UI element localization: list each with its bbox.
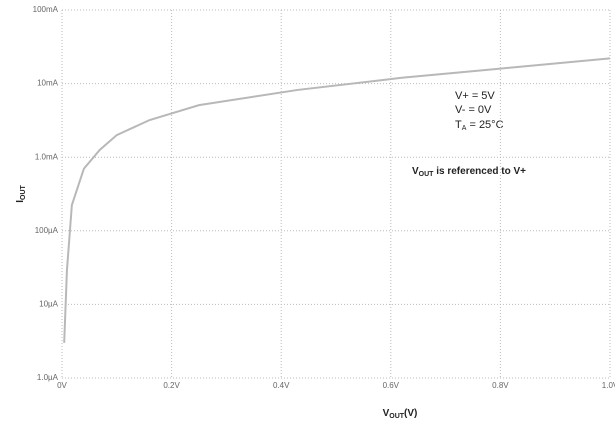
x-axis-label: VOUT(V) [383, 408, 418, 420]
y-tick-label: 1.0mA [35, 152, 59, 161]
series-line [63, 57, 611, 343]
y-tick-label: 100µA [35, 226, 59, 235]
x-tick-label: 0V [57, 381, 67, 390]
x-tick-label: 0.6V [383, 381, 400, 390]
annotation: VOUT is referenced to V+ [412, 166, 526, 178]
y-axis-label: IOUT [15, 185, 27, 203]
y-tick-label: 100mA [33, 5, 59, 14]
x-tick-label: 1.0V [602, 381, 615, 390]
x-tick-label: 0.4V [273, 381, 290, 390]
annotation: V- = 0V [455, 104, 492, 116]
y-tick-label: 1.0µA [37, 373, 59, 382]
x-tick-label: 0.8V [492, 381, 509, 390]
annotation: V+ = 5V [455, 90, 495, 102]
y-tick-label: 10µA [39, 300, 59, 309]
annotation: TA = 25°C [455, 119, 504, 132]
x-tick-label: 0.2V [163, 381, 180, 390]
y-tick-label: 10mA [37, 79, 59, 88]
